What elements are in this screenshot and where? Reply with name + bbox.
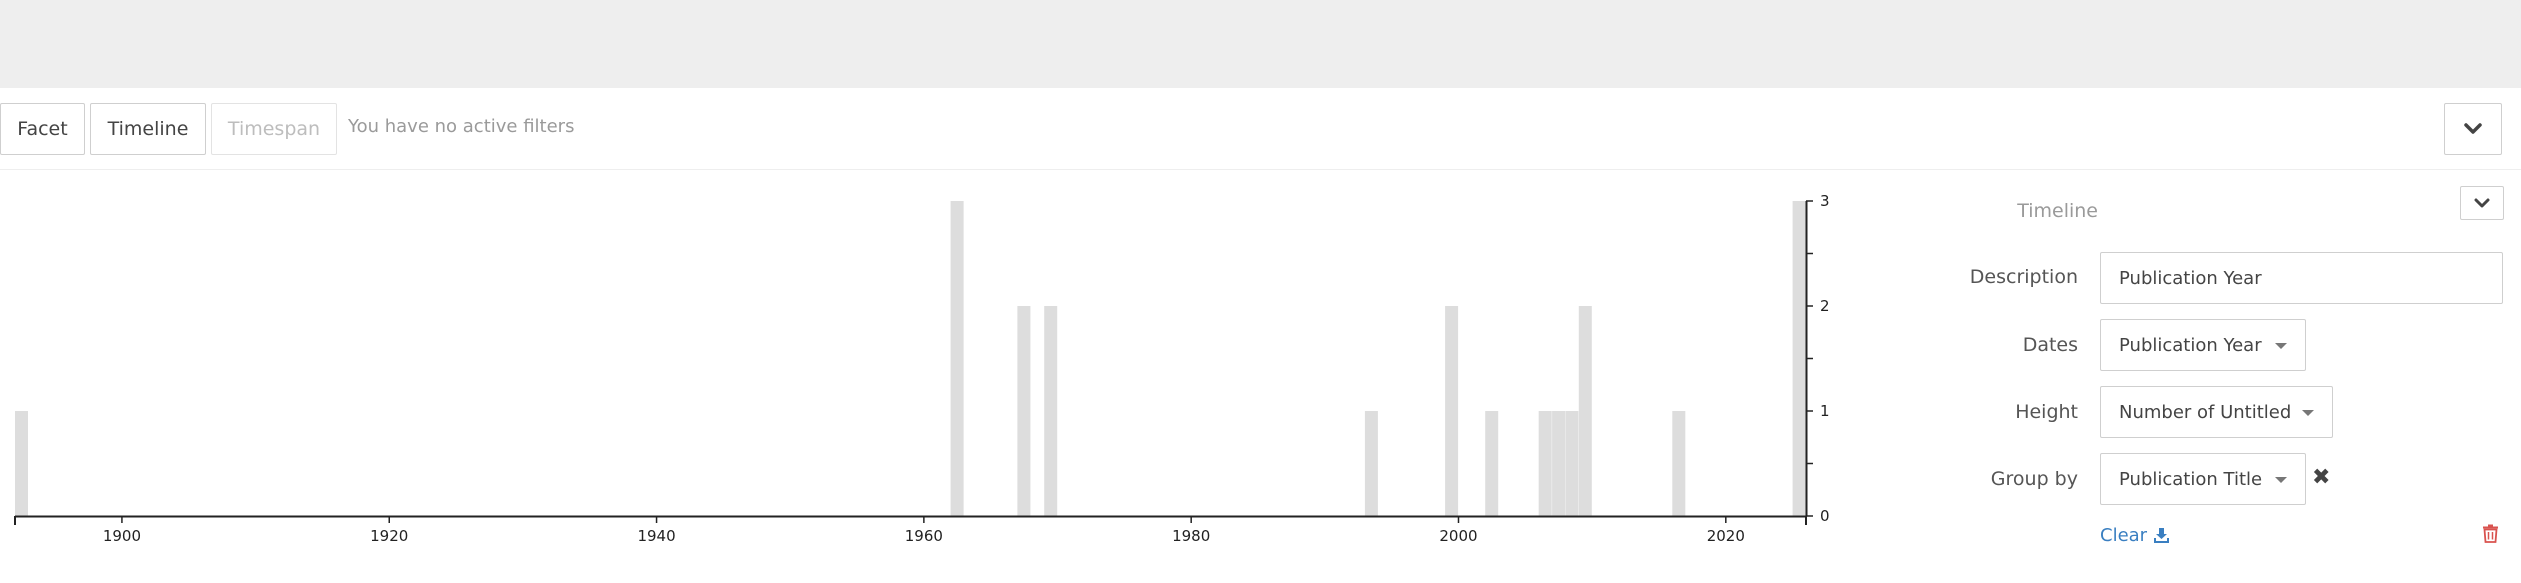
top-header-bar	[0, 0, 2521, 88]
trash-icon	[2483, 524, 2498, 543]
caret-down-icon	[2275, 477, 2287, 483]
dates-select-value: Publication Year	[2119, 334, 2262, 356]
height-select-value: Number of Untitled	[2119, 401, 2292, 423]
y-tick-label-3: 3	[1820, 192, 1830, 210]
bar-2025[interactable]	[1792, 201, 1806, 516]
y-tick-label-1: 1	[1820, 402, 1830, 420]
bar-1999[interactable]	[1445, 306, 1459, 516]
y-tick-label-0: 0	[1820, 507, 1830, 525]
height-select[interactable]: Number of Untitled	[2100, 386, 2333, 438]
y-tick-label-2: 2	[1820, 297, 1830, 315]
x-tick-label-1980: 1980	[1172, 527, 1210, 545]
panel-collapse-button[interactable]	[2460, 186, 2504, 220]
facet-button[interactable]: Facet	[0, 103, 85, 155]
timespan-button: Timespan	[211, 103, 337, 155]
chevron-down-icon	[2474, 198, 2490, 207]
bars-group	[15, 201, 1806, 516]
x-tick-label-1920: 1920	[370, 527, 408, 545]
groupby-select[interactable]: Publication Title	[2100, 453, 2306, 505]
height-label: Height	[2015, 401, 2078, 423]
bar-2016[interactable]	[1672, 411, 1686, 516]
bar-2002[interactable]	[1485, 411, 1499, 516]
active-filters-message: You have no active filters	[348, 116, 575, 137]
bar-2009[interactable]	[1578, 306, 1592, 516]
x-tick-label-1900: 1900	[103, 527, 141, 545]
bar-1969[interactable]	[1044, 306, 1058, 516]
x-tick-label-1940: 1940	[637, 527, 675, 545]
caret-down-icon	[2275, 343, 2287, 349]
bar-2007[interactable]	[1552, 411, 1566, 516]
bar-1892[interactable]	[15, 411, 28, 516]
chevron-down-icon	[2464, 123, 2482, 134]
collapse-toolbar-button[interactable]	[2444, 103, 2502, 155]
x-tick-label-1960: 1960	[905, 527, 943, 545]
timeline-chart[interactable]: 1900 1920 1940 1960 1980 2000 2020 0 1 2 3	[0, 186, 1880, 583]
x-tick-label-2000: 2000	[1439, 527, 1477, 545]
bar-1967[interactable]	[1017, 306, 1031, 516]
dates-select[interactable]: Publication Year	[2100, 319, 2306, 371]
bar-2008[interactable]	[1565, 411, 1579, 516]
axes-group: 1900 1920 1940 1960 1980 2000 2020 0 1 2 3	[14, 192, 1830, 545]
bar-1962[interactable]	[950, 201, 964, 516]
description-label: Description	[1969, 266, 2078, 288]
groupby-label: Group by	[1990, 468, 2078, 490]
delete-timeline-button[interactable]	[2482, 524, 2499, 548]
caret-down-icon	[2302, 410, 2314, 416]
remove-groupby-icon[interactable]: ✖	[2312, 465, 2331, 490]
clear-link[interactable]: Clear	[2100, 525, 2170, 546]
timeline-button[interactable]: Timeline	[90, 103, 206, 155]
toolbar: Facet Timeline Timespan You have no acti…	[0, 88, 2521, 170]
bar-2006[interactable]	[1538, 411, 1552, 516]
clear-label: Clear	[2100, 525, 2148, 546]
download-icon	[2154, 528, 2170, 543]
dates-label: Dates	[2022, 334, 2078, 356]
x-tick-label-2020: 2020	[1707, 527, 1745, 545]
description-input[interactable]: Publication Year	[2100, 252, 2503, 304]
timeline-settings-panel: Timeline Description Publication Year Da…	[1940, 186, 2521, 583]
groupby-select-value: Publication Title	[2119, 468, 2263, 490]
bar-1993[interactable]	[1364, 411, 1378, 516]
panel-title: Timeline	[2017, 200, 2098, 222]
